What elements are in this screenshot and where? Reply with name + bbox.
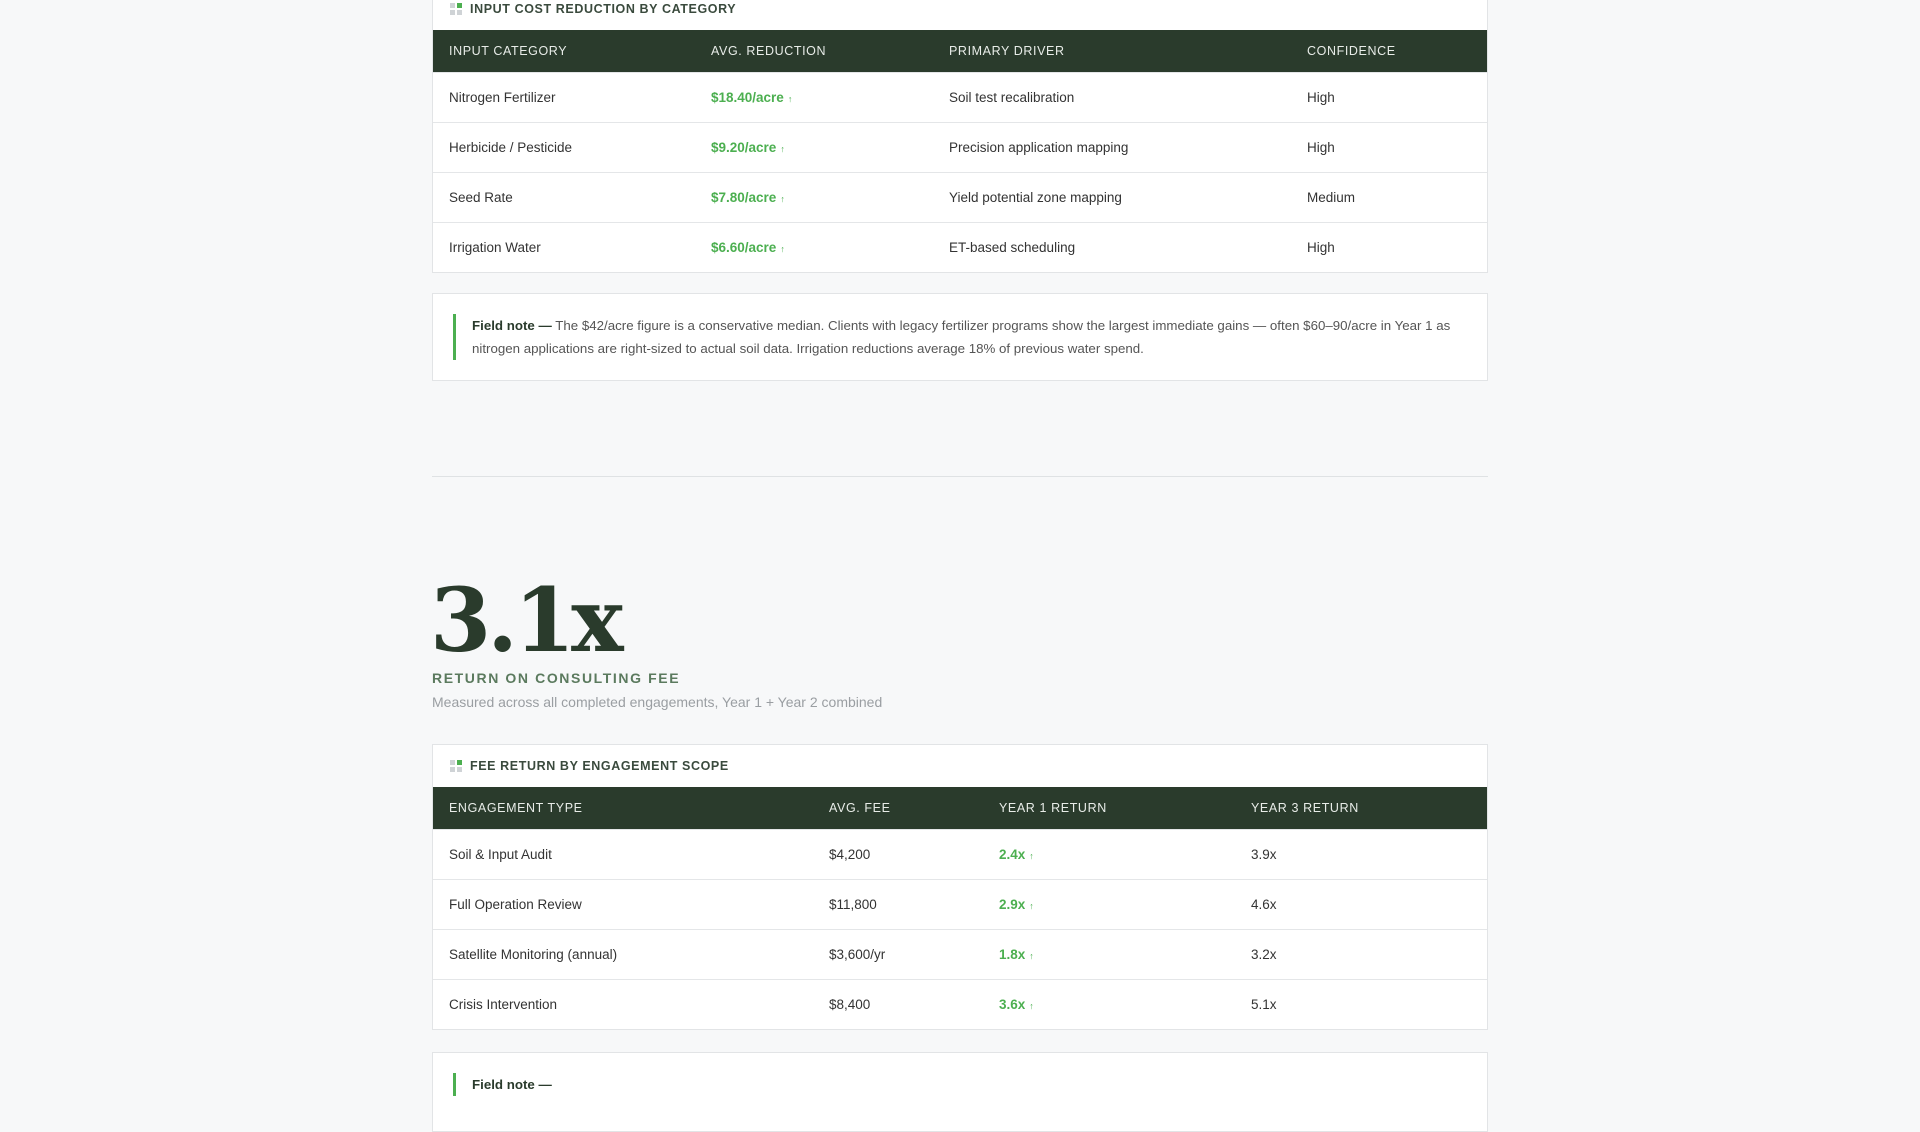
cell-category: Nitrogen Fertilizer xyxy=(433,71,695,122)
cell-confidence: High xyxy=(1291,71,1487,122)
cell-category: Seed Rate xyxy=(433,171,695,222)
input-cost-card: INPUT COST REDUCTION BY CATEGORY INPUT C… xyxy=(432,0,1488,273)
cell-category: Herbicide / Pesticide xyxy=(433,121,695,172)
input-cost-table: INPUT CATEGORY AVG. REDUCTION PRIMARY DR… xyxy=(433,30,1487,272)
table-row: Full Operation Review $11,800 2.9x ↑ 4.6x xyxy=(433,878,1487,929)
col-header: YEAR 3 RETURN xyxy=(1235,787,1487,829)
col-header: ENGAGEMENT TYPE xyxy=(433,787,813,829)
cell-year1: 3.6x ↑ xyxy=(983,978,1235,1029)
up-arrow-icon: ↑ xyxy=(787,93,793,104)
col-header: PRIMARY DRIVER xyxy=(933,30,1291,72)
cell-reduction: $6.60/acre ↑ xyxy=(695,221,933,272)
table-row: Crisis Intervention $8,400 3.6x ↑ 5.1x xyxy=(433,978,1487,1029)
cell-year3: 4.6x xyxy=(1235,878,1487,929)
cell-driver: Precision application mapping xyxy=(933,121,1291,172)
up-arrow-icon: ↑ xyxy=(780,193,785,204)
cell-year3: 5.1x xyxy=(1235,978,1487,1029)
cell-fee: $4,200 xyxy=(813,828,983,879)
card-title: FEE RETURN BY ENGAGEMENT SCOPE xyxy=(433,745,1487,787)
card-title-text: FEE RETURN BY ENGAGEMENT SCOPE xyxy=(470,759,729,773)
cell-year1: 2.9x ↑ xyxy=(983,878,1235,929)
cell-fee: $8,400 xyxy=(813,978,983,1029)
cell-fee: $3,600/yr xyxy=(813,928,983,979)
up-arrow-icon: ↑ xyxy=(1029,950,1034,961)
section-divider xyxy=(432,476,1488,477)
table-row: Soil & Input Audit $4,200 2.4x ↑ 3.9x xyxy=(433,828,1487,879)
up-arrow-icon: ↑ xyxy=(1029,900,1034,911)
cell-year3: 3.9x xyxy=(1235,828,1487,879)
field-note-2: Field note — xyxy=(432,1052,1488,1132)
card-title: INPUT COST REDUCTION BY CATEGORY xyxy=(433,0,1487,30)
cell-confidence: High xyxy=(1291,121,1487,172)
field-note: Field note — The $42/acre figure is a co… xyxy=(432,293,1488,381)
cell-fee: $11,800 xyxy=(813,878,983,929)
table-row: Irrigation Water $6.60/acre ↑ ET-based sche… xyxy=(433,221,1487,272)
grid-icon xyxy=(450,3,462,15)
up-arrow-icon: ↑ xyxy=(1029,1000,1034,1011)
fee-return-table: ENGAGEMENT TYPE AVG. FEE YEAR 1 RETURN Y… xyxy=(433,787,1487,1029)
hero-label: RETURN ON CONSULTING FEE xyxy=(432,670,681,686)
table-row: Nitrogen Fertilizer $18.40/acre ↑ Soil test… xyxy=(433,71,1487,122)
hero-subtitle: Measured across all completed engagement… xyxy=(432,694,883,710)
up-arrow-icon: ↑ xyxy=(780,243,785,254)
hero-value: 3.1x xyxy=(430,568,624,672)
cell-type: Soil & Input Audit xyxy=(433,828,813,879)
table-row: Seed Rate $7.80/acre ↑ Yield potential zone… xyxy=(433,171,1487,222)
cell-type: Full Operation Review xyxy=(433,878,813,929)
cell-reduction: $18.40/acre ↑ xyxy=(695,71,933,122)
col-header: CONFIDENCE xyxy=(1291,30,1487,72)
up-arrow-icon: ↑ xyxy=(780,143,785,154)
cell-type: Crisis Intervention xyxy=(433,978,813,1029)
card-title-text: INPUT COST REDUCTION BY CATEGORY xyxy=(470,2,737,16)
field-note-label: Field note — xyxy=(472,1077,552,1092)
cell-year1: 2.4x ↑ xyxy=(983,828,1235,879)
table-row: Satellite Monitoring (annual) $3,600/yr 1.… xyxy=(433,928,1487,979)
cell-reduction: $7.80/acre ↑ xyxy=(695,171,933,222)
cell-confidence: High xyxy=(1291,221,1487,272)
up-arrow-icon: ↑ xyxy=(1029,850,1034,861)
cell-type: Satellite Monitoring (annual) xyxy=(433,928,813,979)
cell-driver: Soil test recalibration xyxy=(933,71,1291,122)
field-note-text: The $42/acre figure is a conservative me… xyxy=(472,318,1451,356)
table-row: Herbicide / Pesticide $9.20/acre ↑ Precisio… xyxy=(433,121,1487,172)
fee-return-card: FEE RETURN BY ENGAGEMENT SCOPE ENGAGEMEN… xyxy=(432,744,1488,1030)
cell-category: Irrigation Water xyxy=(433,221,695,272)
cell-year1: 1.8x ↑ xyxy=(983,928,1235,979)
cell-reduction: $9.20/acre ↑ xyxy=(695,121,933,172)
cell-driver: ET-based scheduling xyxy=(933,221,1291,272)
grid-icon xyxy=(450,760,462,772)
cell-driver: Yield potential zone mapping xyxy=(933,171,1291,222)
cell-confidence: Medium xyxy=(1291,171,1487,222)
col-header: AVG. FEE xyxy=(813,787,983,829)
col-header: AVG. REDUCTION xyxy=(695,30,933,72)
cell-year3: 3.2x xyxy=(1235,928,1487,979)
col-header: INPUT CATEGORY xyxy=(433,30,695,72)
col-header: YEAR 1 RETURN xyxy=(983,787,1235,829)
field-note-label: Field note — xyxy=(472,318,552,333)
